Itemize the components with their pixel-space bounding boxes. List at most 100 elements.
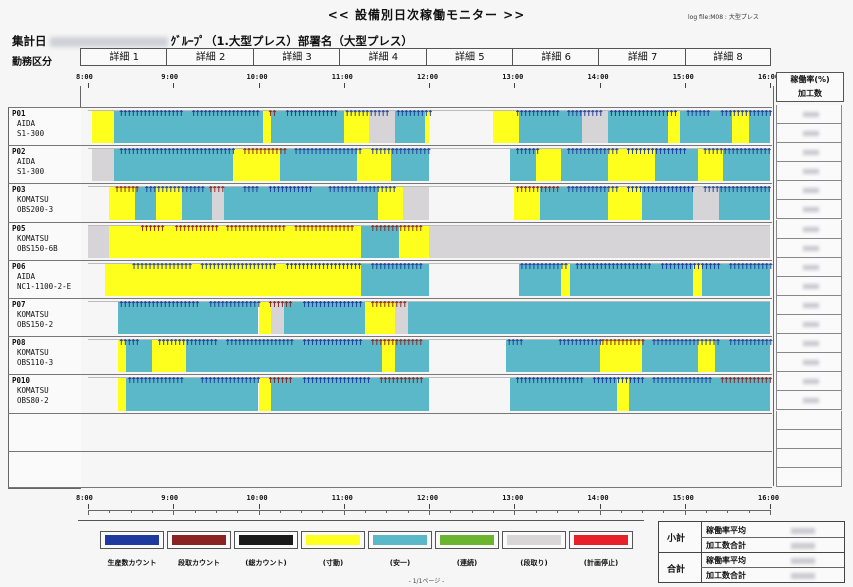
legend-swatch	[569, 531, 633, 549]
production-count-arrow: ↑	[189, 300, 197, 309]
production-count-arrow: ↑	[626, 376, 634, 386]
production-count-arrow: ↑	[222, 376, 230, 386]
production-count-arrow: ↑	[670, 338, 678, 348]
production-count-arrow: ↑	[413, 261, 421, 271]
setup-count-arrow: ↑	[397, 338, 405, 348]
production-count-arrow: ↑	[606, 376, 614, 386]
production-count-arrow: ↑	[202, 109, 209, 118]
production-count-arrow: ↑	[597, 109, 605, 118]
production-count-arrow: ↑	[321, 376, 328, 386]
production-count-arrow: ↑	[594, 376, 602, 386]
production-count-arrow: ↑	[729, 185, 737, 195]
redacted-value	[803, 226, 819, 232]
rate-cell	[776, 296, 842, 315]
setup-count-arrow: ↑	[726, 376, 734, 386]
status-segment-safety	[126, 378, 187, 411]
setup-count-arrow: ↑	[417, 223, 425, 233]
tick-mark	[514, 83, 516, 88]
production-count-arrow: ↑	[198, 376, 206, 386]
row-divider-thin	[88, 186, 770, 188]
production-count-arrow: ↑	[330, 185, 338, 195]
production-count-arrow: ↑	[629, 261, 637, 271]
count-cell	[776, 162, 842, 182]
production-count-arrow: ↑	[210, 109, 217, 118]
time-tick: 13:00	[502, 494, 524, 502]
production-count-arrow: ↑	[177, 109, 185, 118]
production-count-arrow: ↑	[280, 338, 288, 348]
legend-color	[172, 535, 226, 545]
production-count-arrow: ↑	[538, 261, 546, 271]
setup-count-arrow: ↑	[413, 338, 421, 348]
production-count-arrow: ↑	[176, 338, 183, 348]
production-count-arrow: ↑	[121, 109, 129, 118]
production-count-arrow: ↑	[214, 261, 222, 271]
production-count-arrow: ↑	[739, 338, 747, 348]
production-count-arrow: ↑	[751, 261, 759, 271]
status-segment-safety	[224, 187, 378, 220]
production-count-arrow: ↑	[421, 147, 429, 157]
setup-count-arrow: ↑	[530, 185, 537, 195]
machine-id: P08	[12, 338, 26, 348]
production-count-arrow: ↑	[230, 376, 238, 386]
production-count-arrow: ↑	[661, 185, 668, 195]
production-count-arrow: ↑	[173, 300, 181, 309]
production-count-arrow: ↑	[596, 338, 604, 348]
time-tick: 15:00	[672, 73, 694, 81]
production-count-arrow: ↑	[664, 109, 671, 118]
production-count-arrow: ↑	[333, 338, 340, 348]
production-count-arrow: ↑	[325, 338, 332, 348]
status-segment-safety	[714, 340, 770, 373]
total-label: 合計	[667, 565, 686, 575]
production-count-arrow: ↑	[287, 185, 294, 195]
production-count-arrow: ↑	[137, 109, 145, 118]
production-count-arrow: ↑	[755, 338, 763, 348]
setup-count-arrow: ↑	[215, 185, 223, 195]
production-count-arrow: ↑	[170, 261, 178, 271]
production-count-arrow: ↑	[641, 185, 648, 195]
status-segment-safety	[134, 187, 157, 220]
production-count-arrow: ↑	[147, 185, 155, 195]
production-count-arrow: ↑	[661, 147, 668, 157]
setup-count-arrow: ↑	[389, 300, 397, 309]
production-count-arrow: ↑	[513, 338, 521, 348]
legend-color	[105, 535, 159, 545]
production-count-arrow: ↑	[320, 109, 327, 118]
status-segment-inching	[731, 111, 749, 144]
production-count-arrow: ↑	[353, 300, 360, 309]
status-segment-inching	[608, 149, 655, 182]
production-count-arrow: ↑	[186, 261, 194, 271]
production-count-arrow: ↑	[705, 147, 713, 157]
tick-mark	[770, 504, 771, 509]
status-segment-inching	[356, 149, 391, 182]
setup-count-arrow: ↑	[417, 376, 425, 386]
status-segment-safety	[186, 378, 259, 411]
production-count-arrow: ↑	[593, 109, 601, 118]
count-cell	[776, 238, 842, 258]
setup-count-arrow: ↑	[381, 338, 389, 348]
production-count-arrow: ↑	[167, 185, 175, 195]
production-count-arrow: ↑	[577, 147, 585, 157]
setup-count-arrow: ↑	[393, 376, 401, 386]
setup-count-arrow: ↑	[245, 147, 253, 157]
production-count-arrow: ↑	[659, 261, 666, 271]
status-bar: ↑ ↑ ↑ ↑ ↑ ↑ ↑ ↑ ↑ ↑ ↑ ↑ ↑ ↑ ↑ ↑ ↑ ↑ ↑ ↑ ↑ ↑ ↑ ↑ ↑ ↑ ↑ ↑ ↑ ↑ ↑ ↑ ↑ ↑ ↑ ↑ ↑ ↑ ↑ ↑…	[88, 147, 773, 182]
production-count-arrow: ↑	[572, 338, 580, 348]
setup-count-arrow: ↑	[393, 300, 401, 309]
production-count-arrow: ↑	[154, 261, 162, 271]
count-cell	[776, 276, 842, 296]
count-cell	[776, 353, 842, 373]
time-tick: 10:00	[246, 494, 268, 502]
setup-count-arrow: ↑	[340, 223, 348, 233]
legend-color	[440, 535, 494, 545]
production-count-arrow: ↑	[162, 261, 170, 271]
production-count-arrow: ↑	[514, 376, 521, 386]
setup-count-arrow: ↑	[159, 223, 166, 233]
setup-count-arrow: ↑	[312, 223, 320, 233]
production-count-arrow: ↑	[154, 376, 162, 386]
production-count-arrow: ↑	[312, 109, 319, 118]
setup-count-arrow: ↑	[344, 223, 352, 233]
production-count-arrow: ↑	[542, 109, 549, 118]
status-segment-inching	[697, 149, 724, 182]
status-segment-setup	[429, 225, 770, 258]
production-count-arrow: ↑	[300, 261, 307, 271]
